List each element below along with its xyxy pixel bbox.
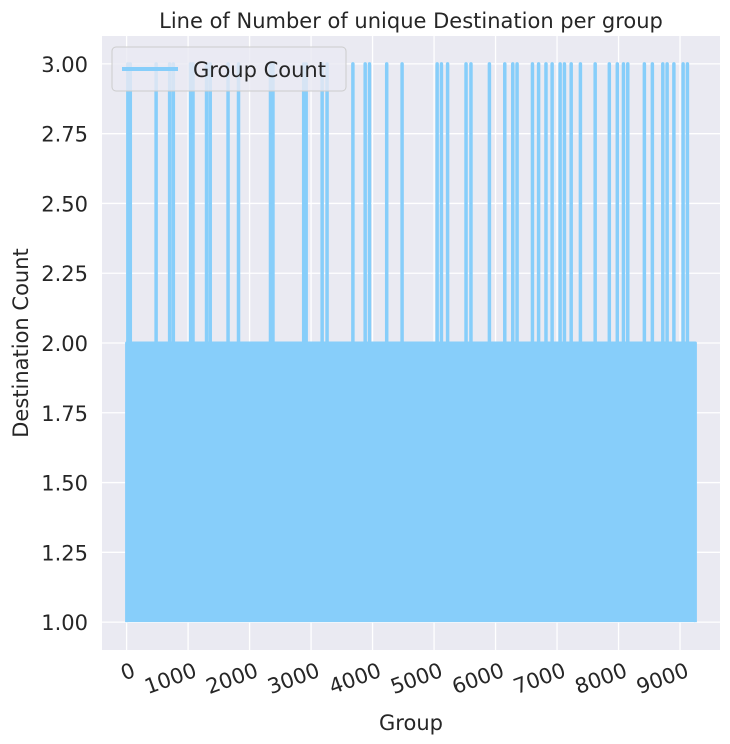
- x-tick-label: 7000: [510, 658, 568, 699]
- x-tick-label: 5000: [387, 658, 445, 699]
- series-group-count: [125, 62, 697, 623]
- x-tick-label: 3000: [264, 658, 322, 699]
- x-tick-labels: 0 1000 2000 3000 4000 5000 6000 7000 8000 9000: [118, 658, 692, 699]
- y-tick-label: 3.00: [41, 53, 88, 77]
- legend: Group Count: [111, 46, 347, 92]
- legend-box: [111, 46, 347, 92]
- y-tick-label: 1.50: [41, 472, 88, 496]
- series-line: [125, 341, 697, 623]
- y-tick-label: 2.00: [41, 332, 88, 356]
- y-tick-label: 1.75: [41, 402, 88, 426]
- x-tick-label: 6000: [449, 658, 507, 699]
- y-tick-label: 1.25: [41, 541, 88, 565]
- x-tick-label: 8000: [572, 658, 630, 699]
- y-tick-label: 1.00: [41, 611, 88, 635]
- y-tick-label: 2.75: [41, 123, 88, 147]
- y-tick-labels: 1.00 1.25 1.50 1.75 2.00 2.25 2.50 2.75 3.00: [41, 53, 88, 635]
- x-tick-label: 1000: [141, 658, 199, 699]
- series-dense-band: [126, 343, 696, 623]
- x-tick-label: 9000: [633, 658, 691, 699]
- y-axis-title: Destination Count: [9, 248, 33, 438]
- y-tick-label: 2.25: [41, 262, 88, 286]
- x-tick-label: 2000: [203, 658, 261, 699]
- x-tick-label: 0: [118, 658, 139, 685]
- x-axis-title: Group: [379, 711, 443, 735]
- legend-label: Group Count: [193, 58, 326, 82]
- x-tick-label: 4000: [326, 658, 384, 699]
- y-tick-label: 2.50: [41, 192, 88, 216]
- chart-title: Line of Number of unique Destination per…: [159, 9, 663, 33]
